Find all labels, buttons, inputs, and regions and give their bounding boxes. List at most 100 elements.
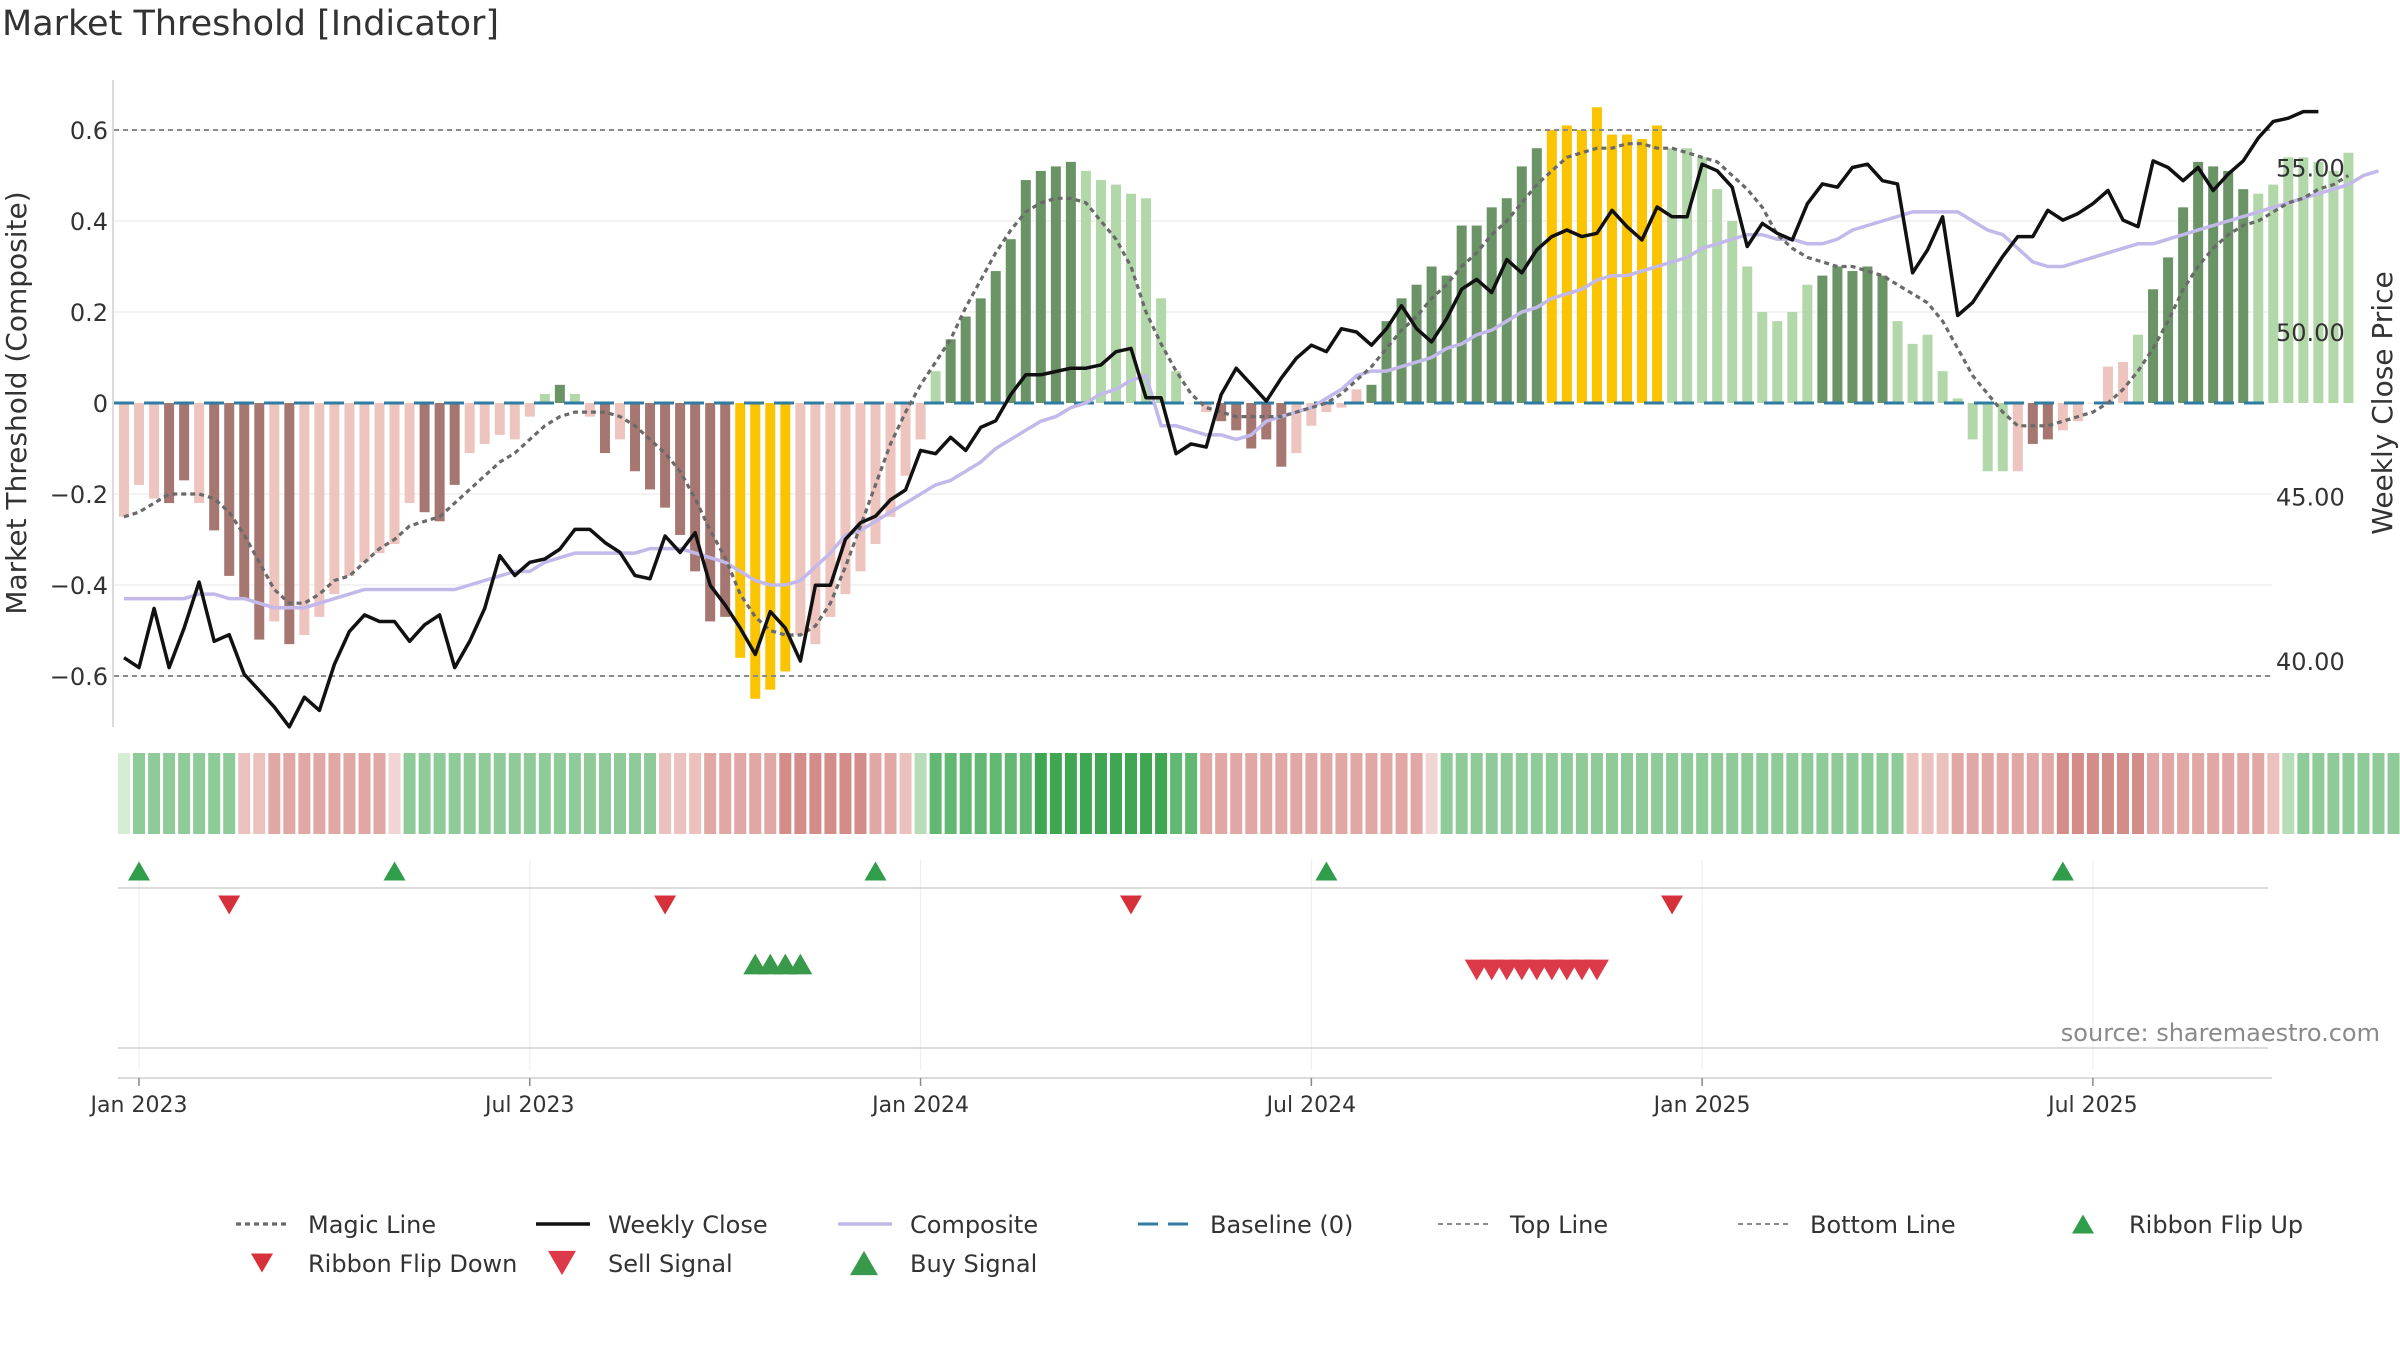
ribbon-cell [463, 753, 476, 834]
composite-bar [2072, 403, 2083, 422]
buy-signal-marker [788, 953, 813, 975]
sell-signal-marker [1569, 959, 1594, 981]
ribbon-cell [644, 753, 657, 834]
ribbon-cell [283, 753, 296, 834]
composite-bar [2268, 184, 2279, 403]
ribbon-cell [2252, 753, 2265, 834]
legend-label: Magic Line [308, 1211, 436, 1239]
sell-signal-marker [1584, 959, 1609, 981]
signal-markers [118, 861, 2268, 1049]
ribbon-cell [689, 753, 702, 834]
composite-bar [780, 403, 791, 672]
composite-bar [1456, 225, 1467, 403]
ribbon-strip [118, 753, 2400, 834]
ribbon-cell [538, 753, 551, 834]
ribbon-flip-up-marker [2051, 861, 2074, 881]
ribbon-cell [1786, 753, 1799, 834]
y-tick-left: 0.2 [70, 299, 108, 327]
composite-bar [344, 403, 355, 576]
composite-bar [389, 403, 400, 545]
composite-bar [1787, 312, 1798, 403]
ribbon-cell [659, 753, 672, 834]
composite-bar [254, 403, 265, 640]
ribbon-cell [163, 753, 176, 834]
legend-label: Baseline (0) [1210, 1211, 1353, 1239]
ribbon-cell [809, 753, 822, 834]
composite-bar [1561, 125, 1572, 403]
ribbon-cell [253, 753, 266, 834]
composite-bar [2343, 152, 2354, 403]
ribbon-cell [1575, 753, 1588, 834]
composite-bar [1201, 403, 1212, 413]
composite-bar [1862, 266, 1873, 403]
composite-bar [524, 403, 535, 417]
composite-bar [2027, 403, 2038, 444]
ribbon-cell [613, 753, 626, 834]
ribbon-cell [2297, 753, 2310, 834]
composite-bar [1832, 266, 1843, 403]
ribbon-cell [388, 753, 401, 834]
ribbon-cell [1155, 753, 1168, 834]
composite-bar [1727, 221, 1738, 403]
composite-bar [795, 403, 806, 636]
ribbon-cell [734, 753, 747, 834]
composite-bar [630, 403, 641, 472]
ribbon-cell [1125, 753, 1138, 834]
composite-bar [870, 403, 881, 545]
ribbon-cell [1545, 753, 1558, 834]
sell-signal-marker [1509, 959, 1534, 981]
ribbon-cell [1560, 753, 1573, 834]
composite-bar [2163, 257, 2174, 403]
ribbon-cell [2177, 753, 2190, 834]
y-tick-left: −0.4 [50, 572, 108, 600]
composite-bar [179, 403, 190, 481]
composite-bar [2253, 193, 2264, 403]
composite-bar [1366, 384, 1377, 403]
ribbon-cell [1636, 753, 1649, 834]
ribbon-flip-up-marker [1315, 861, 1338, 881]
ribbon-cell [2222, 753, 2235, 834]
ribbon-flip-down-marker [1661, 895, 1684, 915]
ribbon-cell [1951, 753, 1964, 834]
y-tick-right: 45.00 [2276, 484, 2345, 512]
composite-bar [1652, 125, 1663, 403]
ribbon-cell [583, 753, 596, 834]
ribbon-cell [1921, 753, 1934, 834]
composite-bar [1967, 403, 1978, 440]
legend-item: Bottom Line [1738, 1211, 1956, 1239]
composite-bar [1321, 403, 1332, 413]
composite-bar [284, 403, 295, 645]
ribbon-cell [1605, 753, 1618, 834]
ribbon-cell [1109, 753, 1122, 834]
ribbon-cell [343, 753, 356, 834]
ribbon-cell [1846, 753, 1859, 834]
composite-bar [2238, 189, 2249, 403]
composite-bar [1186, 403, 1197, 404]
legend-item: Weekly Close [536, 1211, 768, 1239]
sell-signal-marker [1539, 959, 1564, 981]
ribbon-cell [794, 753, 807, 834]
ribbon-cell [598, 753, 611, 834]
series-lines [123, 109, 2380, 729]
composite-bar [1291, 403, 1302, 454]
composite-bar [1336, 403, 1347, 408]
ribbon-cell [1395, 753, 1408, 834]
composite-bar [479, 403, 490, 444]
sell-signal-marker [1464, 959, 1489, 981]
composite-bar [1817, 275, 1828, 403]
ribbon-cell [824, 753, 837, 834]
ribbon-cell [1094, 753, 1107, 834]
ribbon-cell [328, 753, 341, 834]
legend-label: Weekly Close [608, 1211, 768, 1239]
composite-bar [1591, 107, 1602, 403]
gridlines [114, 129, 2272, 1070]
composite-bar [1742, 266, 1753, 403]
ribbon-cell [1681, 753, 1694, 834]
composite-line [124, 169, 2380, 610]
ribbon-cell [2026, 753, 2039, 834]
ribbon-cell [1425, 753, 1438, 834]
legend-item: Magic Line [236, 1211, 436, 1239]
ribbon-cell [1034, 753, 1047, 834]
ribbon-cell [914, 753, 927, 834]
composite-bar [1546, 130, 1557, 403]
